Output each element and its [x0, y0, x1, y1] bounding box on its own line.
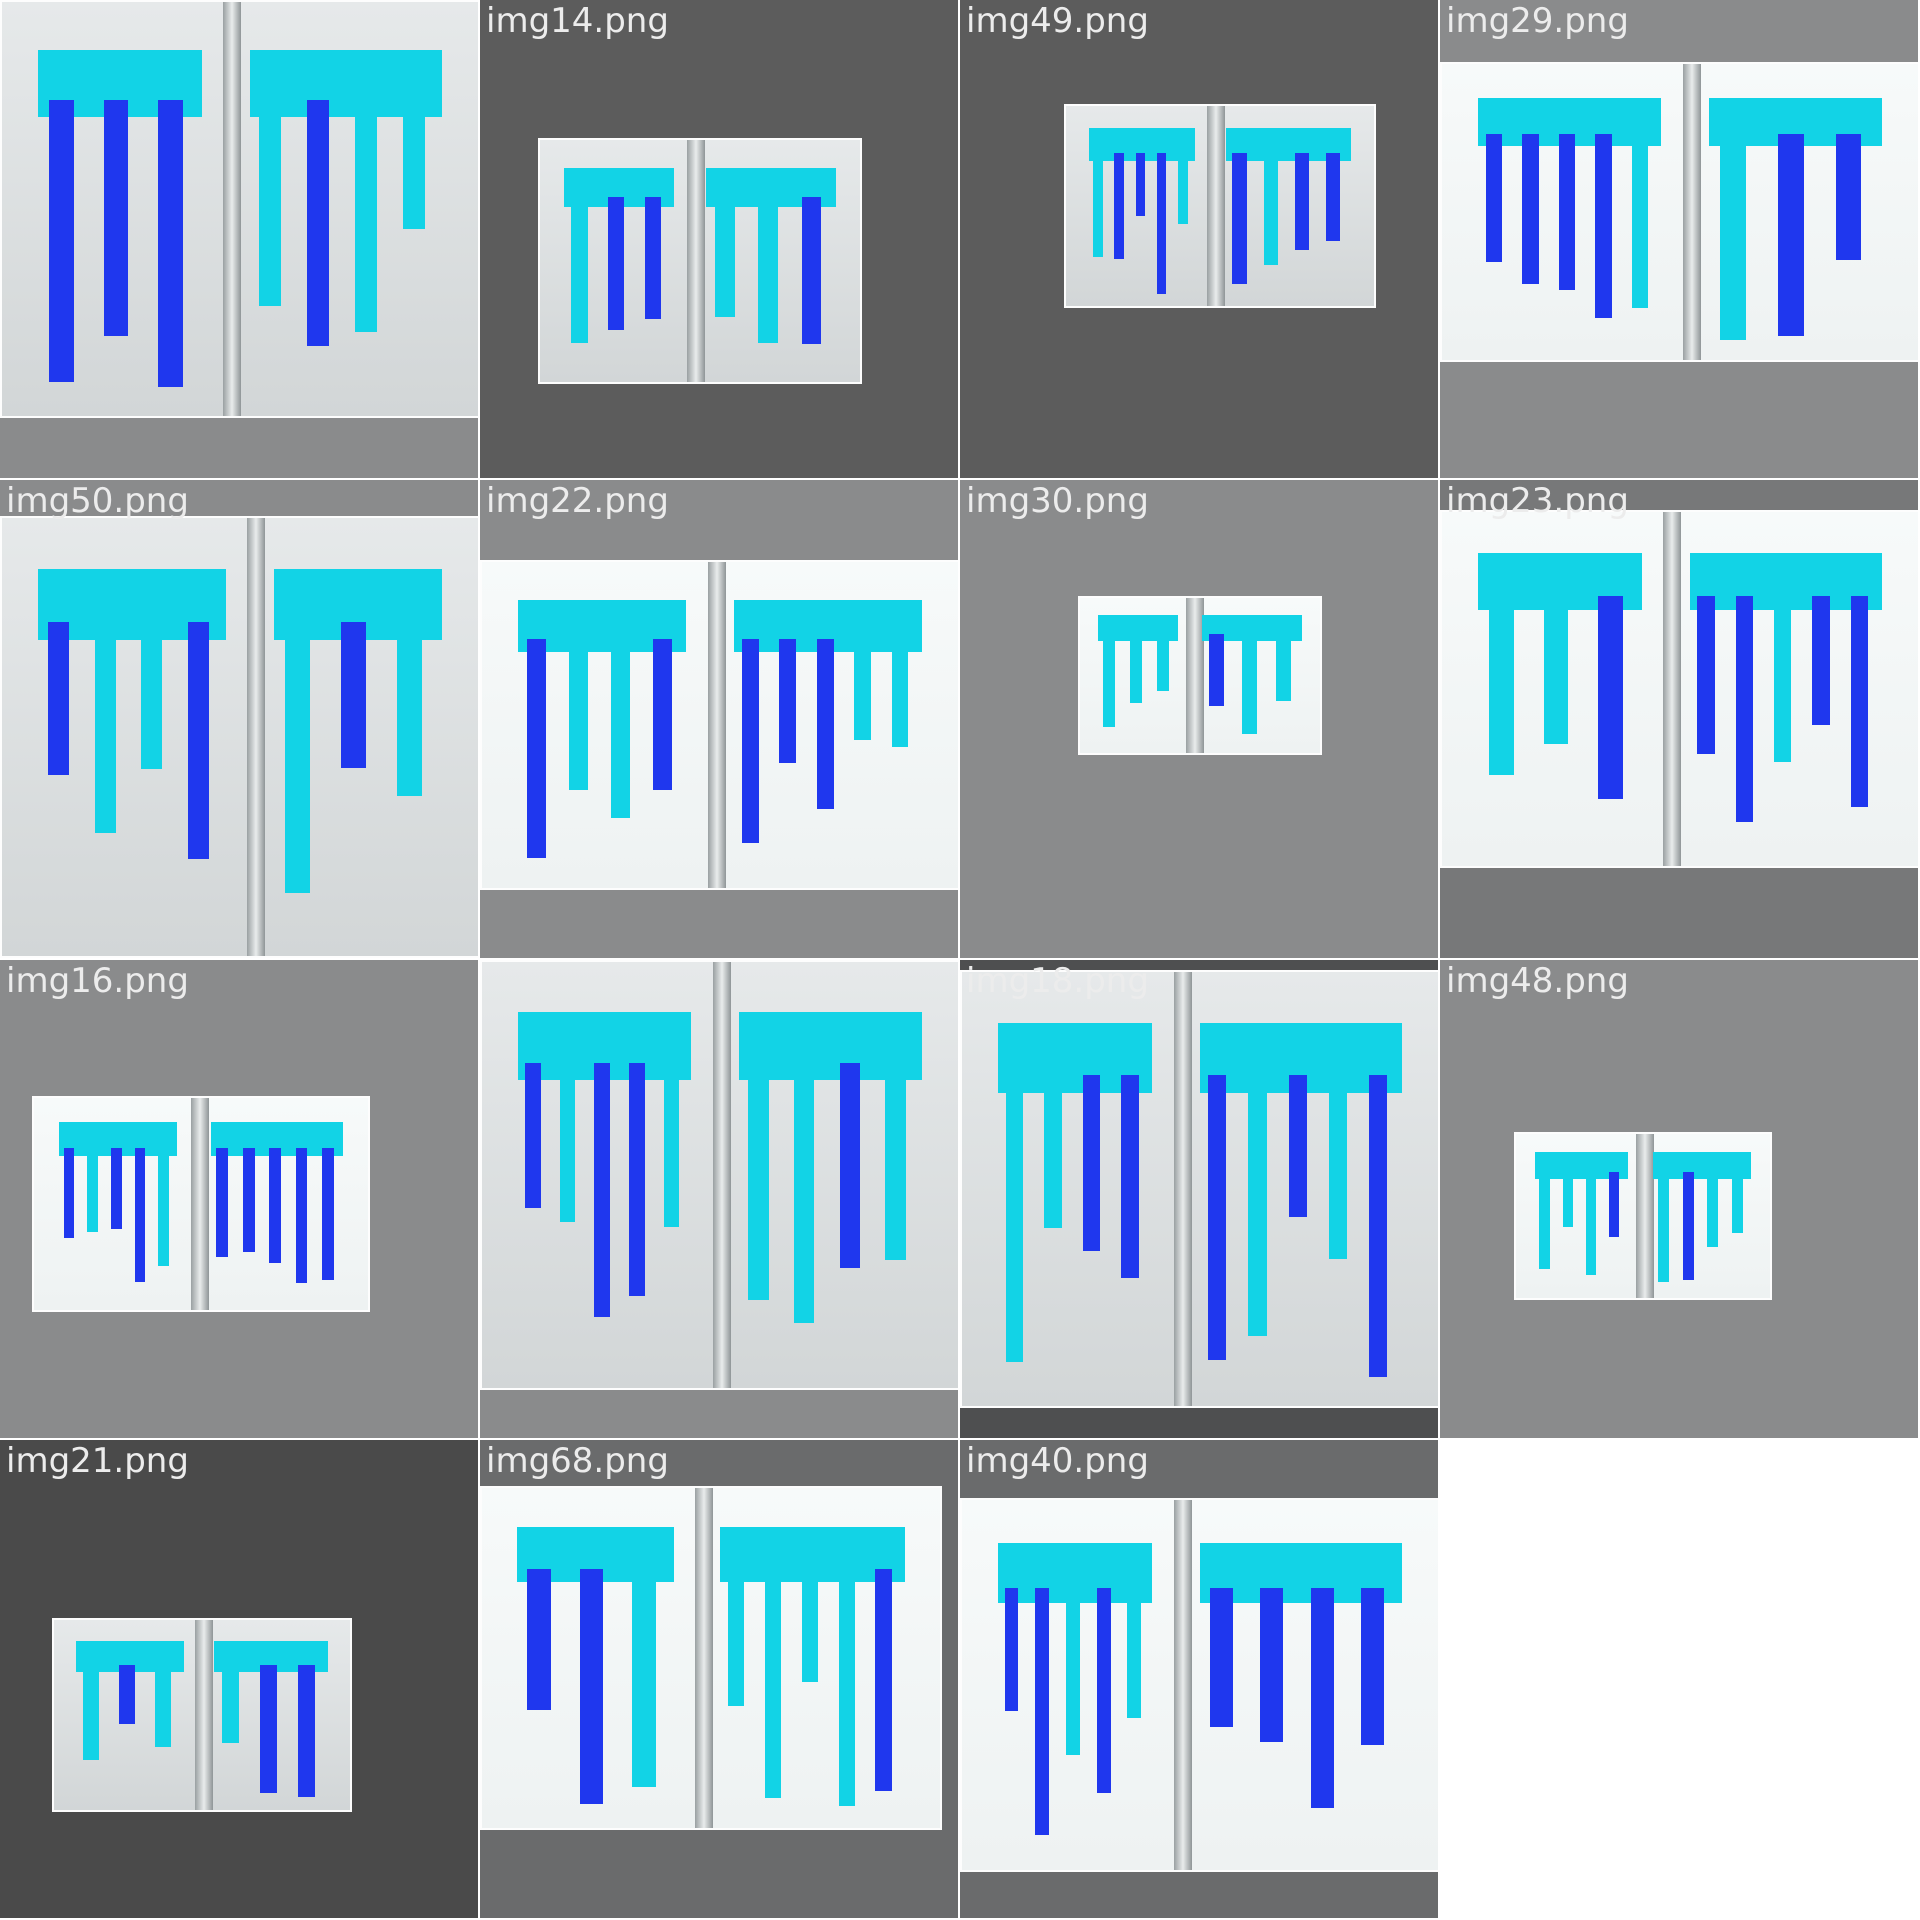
right-page	[717, 562, 958, 888]
right-page	[1645, 1134, 1770, 1298]
left-page	[2, 518, 256, 956]
book-spine	[1207, 106, 1225, 306]
book-image	[1078, 596, 1322, 755]
left-page	[962, 1500, 1183, 1870]
tile-13: img68.png	[480, 1440, 958, 1918]
left-page	[54, 1620, 204, 1810]
right-page	[704, 1488, 940, 1828]
tile-10: img18.png	[960, 960, 1438, 1438]
book-image	[52, 1618, 352, 1812]
book-image	[1064, 104, 1376, 308]
right-page	[200, 1098, 368, 1310]
left-page	[482, 962, 722, 1388]
book-image	[1440, 510, 1918, 868]
tile-3: img29.png	[1440, 0, 1918, 478]
left-page	[1080, 598, 1195, 753]
book-spine	[1174, 1500, 1192, 1870]
tile-12: img21.png	[0, 1440, 478, 1918]
right-page	[1672, 512, 1918, 866]
book-spine	[708, 562, 726, 888]
book-spine	[223, 2, 241, 416]
book-image	[960, 1498, 1438, 1872]
book-spine	[713, 962, 731, 1388]
right-page	[1195, 598, 1320, 753]
book-spine	[695, 1488, 713, 1828]
tile-2: img49.png	[960, 0, 1438, 478]
book-image	[480, 1486, 942, 1830]
tile-5: img22.png	[480, 480, 958, 958]
book-spine	[195, 1620, 213, 1810]
tile-7: img23.png	[1440, 480, 1918, 958]
left-page	[1442, 512, 1672, 866]
right-page	[1692, 64, 1918, 360]
left-page	[482, 1488, 704, 1828]
book-image	[1440, 62, 1918, 362]
tile-15	[1440, 1440, 1918, 1918]
book-spine	[1186, 598, 1204, 753]
book-spine	[687, 140, 705, 382]
left-page	[2, 2, 232, 416]
right-page	[232, 2, 478, 416]
book-spine	[1663, 512, 1681, 866]
tile-9	[480, 960, 958, 1438]
left-page	[34, 1098, 200, 1310]
right-page	[1183, 1500, 1438, 1870]
tile-8: img16.png	[0, 960, 478, 1438]
tile-6: img30.png	[960, 480, 1438, 958]
tile-filename-label: img21.png	[6, 1441, 189, 1481]
right-page	[722, 962, 958, 1388]
book-spine	[247, 518, 265, 956]
left-page	[1516, 1134, 1645, 1298]
tile-filename-label: img30.png	[966, 481, 1149, 521]
tile-filename-label: img29.png	[1446, 1, 1629, 41]
tile-11: img48.png	[1440, 960, 1918, 1438]
left-page	[1066, 106, 1216, 306]
tile-4: img50.png	[0, 480, 478, 958]
book-spine	[1174, 972, 1192, 1406]
tile-filename-label: img50.png	[6, 481, 189, 521]
left-page	[1442, 64, 1692, 360]
tile-filename-label: img23.png	[1446, 481, 1629, 521]
tile-filename-label: img48.png	[1446, 961, 1629, 1001]
tile-filename-label: img68.png	[486, 1441, 669, 1481]
left-page	[962, 972, 1183, 1406]
tile-filename-label: img14.png	[486, 1, 669, 41]
right-page	[696, 140, 860, 382]
book-image	[32, 1096, 370, 1312]
book-image	[1514, 1132, 1772, 1300]
book-image	[0, 0, 478, 418]
book-image	[0, 516, 478, 958]
book-image	[480, 960, 958, 1390]
tile-filename-label: img16.png	[6, 961, 189, 1001]
tile-14: img40.png	[960, 1440, 1438, 1918]
tile-filename-label: img49.png	[966, 1, 1149, 41]
book-spine	[1636, 1134, 1654, 1298]
tile-filename-label: img40.png	[966, 1441, 1149, 1481]
right-page	[1183, 972, 1438, 1406]
book-image	[538, 138, 862, 384]
tile-0	[0, 0, 478, 478]
tile-1: img14.png	[480, 0, 958, 478]
book-spine	[191, 1098, 209, 1310]
right-page	[256, 518, 478, 956]
book-image	[960, 970, 1438, 1408]
left-page	[482, 562, 717, 888]
tile-filename-label: img22.png	[486, 481, 669, 521]
right-page	[204, 1620, 350, 1810]
book-image	[480, 560, 958, 890]
tile-filename-label: img18.png	[966, 961, 1149, 1001]
right-page	[1216, 106, 1374, 306]
left-page	[540, 140, 696, 382]
book-spine	[1683, 64, 1701, 360]
